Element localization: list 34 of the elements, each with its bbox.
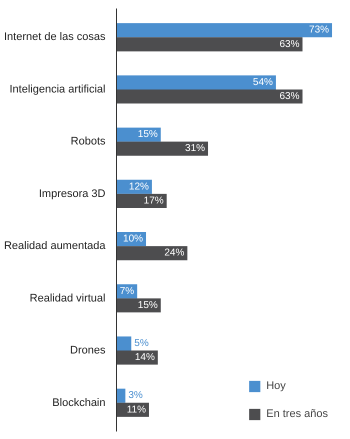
y-tick-label: Robots xyxy=(70,136,106,148)
legend-label: Hoy xyxy=(266,380,286,392)
y-tick-label: Inteligencia artificial xyxy=(10,83,106,96)
bar xyxy=(116,246,188,260)
data-label: 5% xyxy=(134,338,149,350)
data-label: 73% xyxy=(309,24,330,36)
data-label: 15% xyxy=(138,129,158,140)
data-label: 17% xyxy=(144,195,164,206)
bar xyxy=(116,336,132,351)
y-tick-label: Impresora 3D xyxy=(38,188,106,200)
data-label: 11% xyxy=(126,404,146,416)
y-tick-label: Realidad virtual xyxy=(30,292,106,304)
data-label: 12% xyxy=(128,181,150,192)
bar xyxy=(116,23,332,38)
bar xyxy=(116,388,126,403)
data-label: 24% xyxy=(164,248,184,259)
y-tick-label: Realidad aumentada xyxy=(4,240,106,252)
legend-label: En tres años xyxy=(266,408,328,420)
bar xyxy=(116,142,208,156)
y-tick-label: Drones xyxy=(70,344,106,357)
y-tick-label: Blockchain xyxy=(52,396,106,409)
data-label: 15% xyxy=(138,300,158,311)
data-label: 63% xyxy=(279,38,300,50)
bar xyxy=(116,37,303,52)
data-label: 14% xyxy=(134,352,155,364)
data-label: 10% xyxy=(123,234,144,245)
data-label: 3% xyxy=(128,390,143,402)
data-label: 31% xyxy=(185,143,206,154)
data-label: 54% xyxy=(252,76,274,88)
bar xyxy=(116,89,303,104)
data-label: 63% xyxy=(279,90,300,102)
data-label: 7% xyxy=(120,286,134,297)
bar xyxy=(116,75,276,90)
y-tick-label: Internet de las cosas xyxy=(4,31,106,44)
